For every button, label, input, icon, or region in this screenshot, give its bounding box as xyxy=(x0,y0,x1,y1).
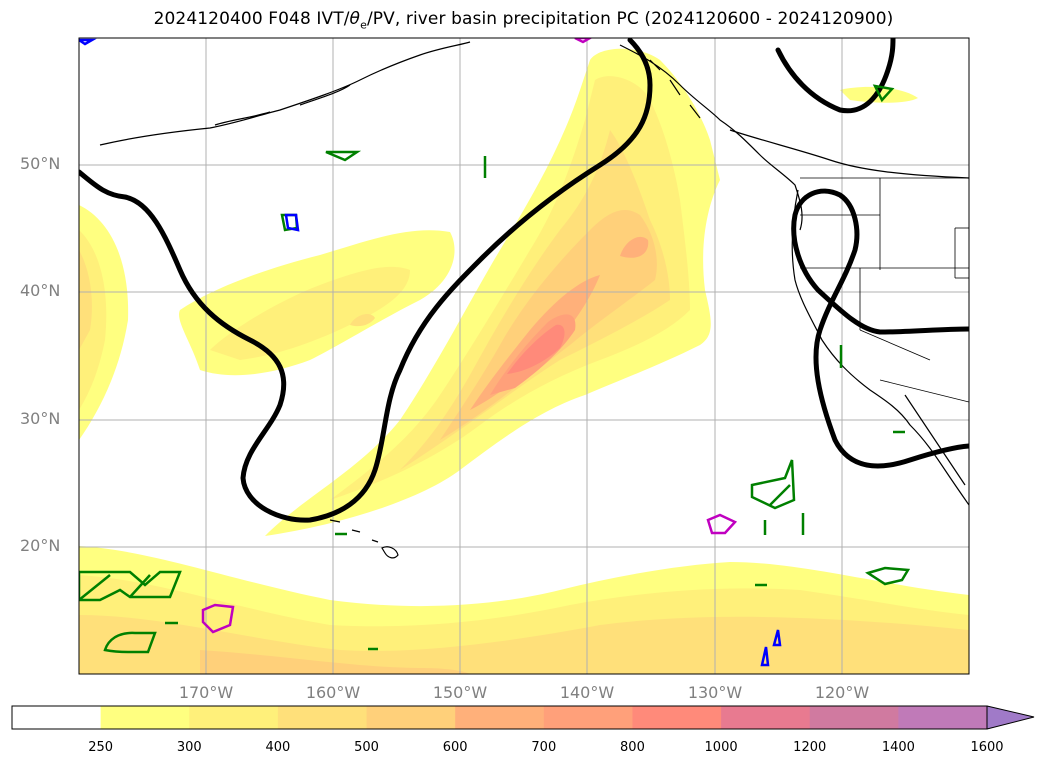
colorbar-tick-label: 400 xyxy=(265,740,291,755)
ivt-600-secondary-core xyxy=(620,236,649,258)
lat-label-30n: 30°N xyxy=(20,409,61,428)
colorbar-tick-label: 250 xyxy=(88,740,114,755)
chart-title: 2024120400 F048 IVT/θe/PV, river basin p… xyxy=(0,9,1047,31)
ivt-500-tropics xyxy=(200,650,470,674)
colorbar-tick-label: 1400 xyxy=(881,740,915,755)
colorbar-segment xyxy=(189,706,279,729)
lon-label-120w: 120°W xyxy=(814,683,870,702)
lat-label-20n: 20°N xyxy=(20,536,61,555)
pv-contours-blue xyxy=(79,38,782,667)
lon-label-140w: 140°W xyxy=(559,683,615,702)
lat-label-50n: 50°N xyxy=(20,154,61,173)
colorbar-tick-label: 600 xyxy=(442,740,468,755)
lon-label-160w: 160°W xyxy=(305,683,361,702)
colorbar-segment xyxy=(721,706,811,729)
lon-label-150w: 150°W xyxy=(432,683,488,702)
lon-label-130w: 130°W xyxy=(687,683,743,702)
ivt-800-core xyxy=(507,324,565,374)
colorbar-segment xyxy=(455,706,545,729)
coastline-hawaii xyxy=(329,519,399,559)
colorbar-tick-label: 1600 xyxy=(970,740,1004,755)
map-frame xyxy=(78,37,970,675)
coastlines xyxy=(99,41,969,559)
colorbar-frame xyxy=(11,705,988,730)
state-borders xyxy=(800,177,969,403)
title-suffix: /PV, river basin precipitation PC (20241… xyxy=(366,9,894,29)
colorbar-segment xyxy=(366,706,456,729)
colorbar-tick-label: 500 xyxy=(354,740,379,755)
lat-label-40n: 40°N xyxy=(20,281,61,300)
colorbar-segment xyxy=(277,706,368,729)
ivt-400-west xyxy=(350,314,375,327)
ivt-far-west xyxy=(79,205,129,440)
colorbar-segment xyxy=(898,706,988,729)
colorbar-extend-arrow xyxy=(987,706,1034,729)
ivt-400-far-west xyxy=(79,250,92,350)
colorbar-tick-label: 800 xyxy=(620,740,645,755)
colorbar-tick-label: 1200 xyxy=(793,740,827,755)
theta-e-contours xyxy=(79,38,969,523)
colorbar-segment xyxy=(632,706,722,729)
theta-e-contour-west xyxy=(79,38,653,523)
pv-contours-magenta xyxy=(201,38,738,634)
title-prefix: 2024120400 F048 IVT/ xyxy=(153,9,350,29)
colorbar-tick-label: 300 xyxy=(176,740,202,755)
colorbar-tick-label: 700 xyxy=(531,740,557,755)
colorbar-segment xyxy=(543,706,633,729)
ivt-300-west xyxy=(210,266,410,360)
colorbar-tick-label: 1000 xyxy=(704,740,738,755)
theta-e-contour-east xyxy=(791,188,969,469)
colorbar-segment xyxy=(100,706,190,729)
coastline-us-west xyxy=(791,189,969,506)
coastline-baja xyxy=(904,394,966,486)
title-theta-sub: e xyxy=(360,18,367,32)
lon-label-170w: 170°W xyxy=(178,683,234,702)
coastline-alaska xyxy=(99,41,471,146)
title-theta: θ xyxy=(349,9,361,29)
theta-e-contour-north xyxy=(775,38,896,114)
colorbar-segment xyxy=(12,706,102,729)
map-area xyxy=(79,38,969,674)
coastline-canada-interior xyxy=(729,129,969,179)
coastline-alaska-panhandle xyxy=(619,44,803,231)
pv-contours-green xyxy=(79,84,911,654)
colorbar-segment xyxy=(809,706,899,729)
colorbar-arrow-outline xyxy=(986,705,1035,730)
colorbar-segments xyxy=(12,706,988,729)
ivt-tropical-band xyxy=(79,546,969,674)
